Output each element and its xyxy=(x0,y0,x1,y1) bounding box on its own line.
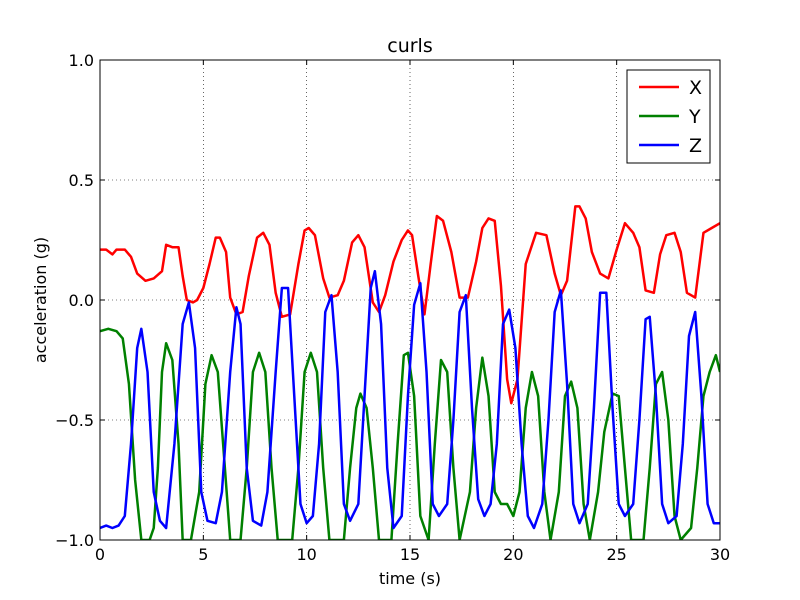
x-axis-label: time (s) xyxy=(379,569,441,588)
series-line-y xyxy=(100,327,720,540)
x-tick-label: 5 xyxy=(198,545,208,564)
y-tick-label: 0.0 xyxy=(69,291,94,310)
legend-label-y: Y xyxy=(688,106,701,128)
x-tick-label: 25 xyxy=(606,545,626,564)
x-tick-label: 15 xyxy=(400,545,420,564)
y-tick-label: −1.0 xyxy=(55,531,94,550)
series-layer xyxy=(100,205,720,540)
axis-ticks xyxy=(99,59,721,541)
x-tick-label: 10 xyxy=(296,545,316,564)
x-tick-label: 0 xyxy=(95,545,105,564)
series-line-z xyxy=(100,269,720,530)
legend-label-z: Z xyxy=(689,135,702,157)
x-tick-label: 20 xyxy=(503,545,523,564)
y-tick-label: 1.0 xyxy=(69,51,94,70)
legend: XYZ xyxy=(626,69,711,164)
series-line-x xyxy=(100,205,720,405)
chart-title: curls xyxy=(387,35,432,57)
y-tick-label: 0.5 xyxy=(69,171,94,190)
y-tick-label: −0.5 xyxy=(55,411,94,430)
tick-labels: 0 5 10 15 20 25 30 −1.0 −0.5 0.0 0.5 1.0 xyxy=(55,51,730,564)
legend-label-x: X xyxy=(689,77,702,99)
grid-lines xyxy=(100,60,720,540)
y-axis-label: acceleration (g) xyxy=(31,237,50,363)
x-tick-label: 30 xyxy=(710,545,730,564)
